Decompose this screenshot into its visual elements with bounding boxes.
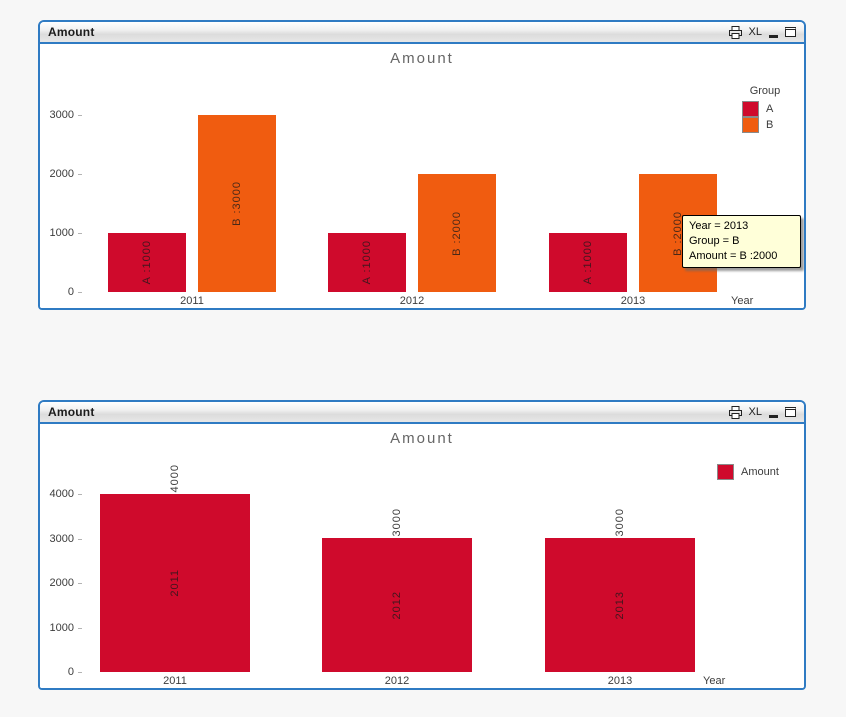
print-icon[interactable] [728, 405, 742, 419]
legend-swatch-b [742, 117, 759, 133]
chart-title: Amount [390, 50, 454, 67]
send-to-excel-icon[interactable]: XL [748, 25, 762, 38]
y-axis-tick [78, 583, 82, 584]
legend-item-amount[interactable]: Amount [717, 464, 779, 480]
bar-top-value-label: 4000 [169, 463, 181, 492]
y-axis-tick [78, 292, 82, 293]
chart-title: Amount [390, 430, 454, 447]
bar-2012-B[interactable]: B :2000 [418, 174, 496, 292]
legend-swatch-amount [717, 464, 734, 480]
y-axis-tick [78, 115, 82, 116]
legend-item-b[interactable]: B [742, 117, 788, 133]
chart-window-total: Amount XL Amount 0 1000 2000 3000 4000 2011 40… [38, 400, 806, 690]
y-axis-tick-label: 1000 [49, 621, 74, 634]
y-axis-tick-label: 1000 [49, 227, 74, 239]
y-axis-tick [78, 494, 82, 495]
legend-label-a: A [766, 103, 774, 115]
bar-top-value-label: 3000 [391, 507, 403, 536]
y-axis-tick-label: 0 [67, 666, 74, 678]
tooltip-line-amount: Amount = B :2000 [689, 250, 778, 262]
bar-2012-A[interactable]: A :1000 [328, 233, 406, 292]
y-axis-tick-label: 2000 [49, 577, 74, 589]
chart-canvas: Amount 0 1000 2000 3000 A :1000 B :3000 2011 A … [40, 44, 804, 308]
y-axis-tick-label: 4000 [49, 488, 74, 500]
bar-2013-Amount[interactable]: 2013 [545, 538, 695, 672]
x-axis-tick-label: 2011 [163, 675, 187, 687]
y-axis-tick [78, 233, 82, 234]
caption-icon-bar: XL [728, 25, 796, 39]
plot-area: 0 1000 2000 3000 A :1000 B :3000 2011 A :1000 B … [40, 44, 804, 308]
legend-item-a[interactable]: A [742, 101, 788, 117]
y-axis-tick [78, 174, 82, 175]
x-axis-tick-label: 2012 [399, 295, 425, 307]
y-axis-tick [78, 538, 82, 540]
in-bar-label: A :1000 [361, 240, 373, 285]
legend-title: Group [749, 85, 781, 97]
in-bar-label: A :1000 [582, 240, 594, 285]
print-icon[interactable] [728, 25, 742, 39]
bar-top-value-label: 3000 [614, 507, 626, 536]
in-bar-label: 2013 [614, 590, 626, 620]
bar-2012-Amount[interactable]: 2012 [322, 538, 472, 672]
window-title: Amount [48, 25, 95, 39]
legend: Amount [717, 464, 779, 480]
window-title: Amount [48, 405, 95, 419]
tooltip-line-group: Group = B [689, 235, 740, 247]
x-axis-title: Year [703, 675, 726, 687]
window-caption[interactable]: Amount XL [40, 22, 804, 44]
legend: Group A B [742, 85, 788, 133]
y-axis-tick [78, 672, 82, 673]
legend-label-b: B [766, 119, 774, 131]
y-axis-tick-label: 2000 [49, 168, 74, 180]
minimize-icon[interactable] [769, 407, 778, 418]
legend-label-amount: Amount [741, 466, 779, 478]
x-axis-tick-label: 2013 [607, 675, 633, 687]
x-axis-tick-label: 2011 [180, 295, 204, 307]
chart-window-grouped: Amount XL Amount 0 1000 2000 3000 A :1000 B :… [38, 20, 806, 310]
chart-canvas: Amount 0 1000 2000 3000 4000 2011 4000 2011 2012… [40, 424, 804, 688]
in-bar-label: 2012 [391, 590, 403, 620]
bar-2011-Amount[interactable]: 2011 [100, 494, 250, 672]
x-axis-tick-label: 2013 [620, 295, 646, 307]
in-bar-label: 2011 [169, 569, 181, 597]
tooltip: Year = 2013 Group = B Amount = B :2000 [682, 215, 801, 268]
plot-area: 0 1000 2000 3000 4000 2011 4000 2011 2012 3000 201… [40, 424, 804, 688]
x-axis-title: Year [731, 295, 754, 307]
bar-2013-A[interactable]: A :1000 [549, 233, 627, 292]
y-axis-tick [78, 627, 82, 629]
in-bar-label: A :1000 [141, 240, 153, 285]
send-to-excel-icon[interactable]: XL [748, 405, 762, 418]
window-caption[interactable]: Amount XL [40, 402, 804, 424]
y-axis-tick-label: 0 [67, 286, 74, 298]
tooltip-line-year: Year = 2013 [689, 220, 749, 232]
bar-2011-B[interactable]: B :3000 [198, 115, 276, 292]
in-bar-label: B :2000 [451, 210, 463, 256]
maximize-icon[interactable] [785, 407, 796, 417]
minimize-icon[interactable] [769, 27, 778, 38]
y-axis-tick-label: 3000 [49, 109, 74, 121]
legend-swatch-a [742, 101, 759, 117]
bar-2011-A[interactable]: A :1000 [108, 233, 186, 292]
y-axis-tick-label: 3000 [49, 532, 74, 545]
x-axis-tick-label: 2012 [384, 675, 410, 687]
caption-icon-bar: XL [728, 405, 796, 419]
in-bar-label: B :3000 [231, 181, 243, 226]
maximize-icon[interactable] [785, 27, 796, 37]
